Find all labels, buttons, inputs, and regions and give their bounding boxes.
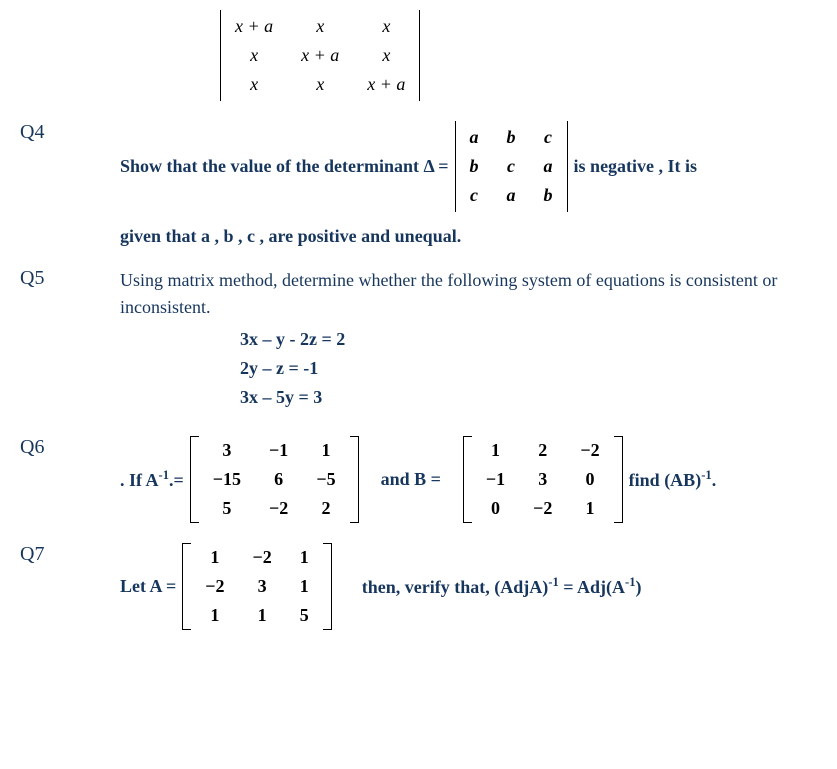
cell: a	[456, 123, 493, 152]
top-determinant: x + a x x x x + a x x x x + a	[220, 10, 420, 101]
cell: 2	[519, 436, 566, 465]
cell: −2	[566, 436, 613, 465]
cell: 0	[566, 465, 613, 494]
cell: 3	[239, 572, 286, 601]
q4-line1: Show that the value of the determinant Δ…	[120, 121, 817, 212]
q4-label: Q4	[20, 121, 120, 144]
q7-label: Q7	[20, 543, 120, 566]
cell: 1	[191, 601, 238, 630]
cell: c	[456, 181, 493, 210]
cell: 3	[199, 436, 255, 465]
q7-line: Let A = 1 −2 1 −2 3 1 1	[120, 543, 817, 630]
cell: x	[287, 70, 353, 99]
q6-mid: and B =	[381, 469, 441, 490]
cell: 6	[255, 465, 302, 494]
q4-line2: given that a , b , c , are positive and …	[120, 226, 817, 247]
cell: 1	[286, 572, 323, 601]
cell: x	[287, 12, 353, 41]
cell: x + a	[221, 12, 287, 41]
cell: 5	[286, 601, 323, 630]
cell: 1	[239, 601, 286, 630]
q7-matrix-A: 1 −2 1 −2 3 1 1 1 5	[182, 543, 332, 630]
cell: x	[353, 12, 419, 41]
q5-text: Using matrix method, determine whether t…	[120, 267, 817, 321]
cell: 2	[302, 494, 349, 523]
q4-determinant: a b c b c a c a b	[455, 121, 568, 212]
q5-eq2: 2y – z = -1	[240, 358, 817, 379]
q7-pre: Let A =	[120, 576, 176, 597]
cell: b	[493, 123, 530, 152]
cell: c	[530, 123, 567, 152]
cell: a	[493, 181, 530, 210]
cell: −2	[255, 494, 302, 523]
top-determinant-block: x + a x x x x + a x x x x + a	[220, 10, 817, 101]
q6-matrix-A: 3 −1 1 −15 6 −5 5 −2 2	[190, 436, 359, 523]
cell: −1	[472, 465, 519, 494]
cell: a	[530, 152, 567, 181]
cell: b	[530, 181, 567, 210]
cell: x	[221, 41, 287, 70]
cell: 1	[286, 543, 323, 572]
q5-label: Q5	[20, 267, 120, 290]
q5-eq1: 3x – y - 2z = 2	[240, 329, 817, 350]
q6-matrix-B: 1 2 −2 −1 3 0 0 −2 1	[463, 436, 623, 523]
cell: 1	[472, 436, 519, 465]
q4-pre-text: Show that the value of the determinant Δ…	[120, 156, 449, 177]
q6-line: . If A-1.= 3 −1 1 −15 6 −5 5	[120, 436, 817, 523]
q6-post: find (AB)-1.	[629, 468, 717, 491]
cell: c	[493, 152, 530, 181]
cell: 1	[191, 543, 238, 572]
cell: b	[456, 152, 493, 181]
cell: 1	[302, 436, 349, 465]
cell: −1	[255, 436, 302, 465]
cell: 1	[566, 494, 613, 523]
cell: 3	[519, 465, 566, 494]
cell: 5	[199, 494, 255, 523]
q6-pre: . If A-1.=	[120, 468, 184, 491]
q6-label: Q6	[20, 436, 120, 459]
q5-eq3: 3x – 5y = 3	[240, 387, 817, 408]
cell: x	[353, 41, 419, 70]
question-5: Q5 Using matrix method, determine whethe…	[20, 267, 817, 416]
cell: −2	[239, 543, 286, 572]
cell: x	[221, 70, 287, 99]
question-4: Q4 Show that the value of the determinan…	[20, 121, 817, 247]
cell: −2	[191, 572, 238, 601]
question-7: Q7 Let A = 1 −2 1 −2 3 1	[20, 543, 817, 630]
cell: x + a	[287, 41, 353, 70]
q4-post-text: is negative , It is	[574, 156, 698, 177]
cell: −5	[302, 465, 349, 494]
cell: x + a	[353, 70, 419, 99]
cell: −15	[199, 465, 255, 494]
cell: 0	[472, 494, 519, 523]
cell: −2	[519, 494, 566, 523]
q7-post: then, verify that, (AdjA)-1 = Adj(A-1)	[362, 575, 642, 598]
question-6: Q6 . If A-1.= 3 −1 1 −15 6 −5	[20, 436, 817, 523]
